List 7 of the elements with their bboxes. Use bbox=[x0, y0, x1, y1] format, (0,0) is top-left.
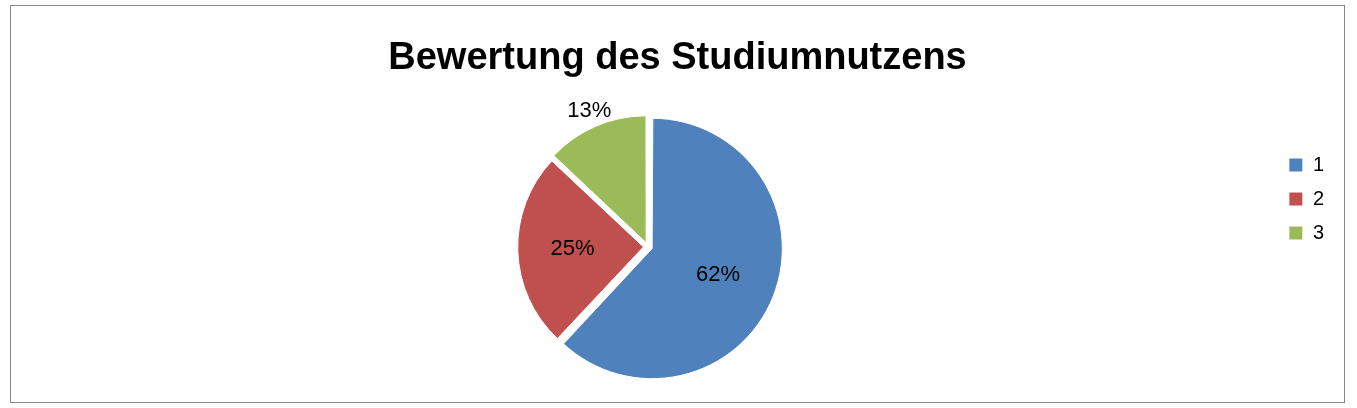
data-label: 62% bbox=[696, 260, 741, 286]
data-label: 25% bbox=[550, 235, 595, 261]
legend-label: 2 bbox=[1312, 186, 1324, 209]
legend-label: 3 bbox=[1312, 220, 1324, 243]
data-label: 13% bbox=[567, 97, 612, 123]
legend-label: 1 bbox=[1312, 152, 1324, 175]
chart-title: Bewertung des Studiumnutzens bbox=[388, 35, 967, 78]
